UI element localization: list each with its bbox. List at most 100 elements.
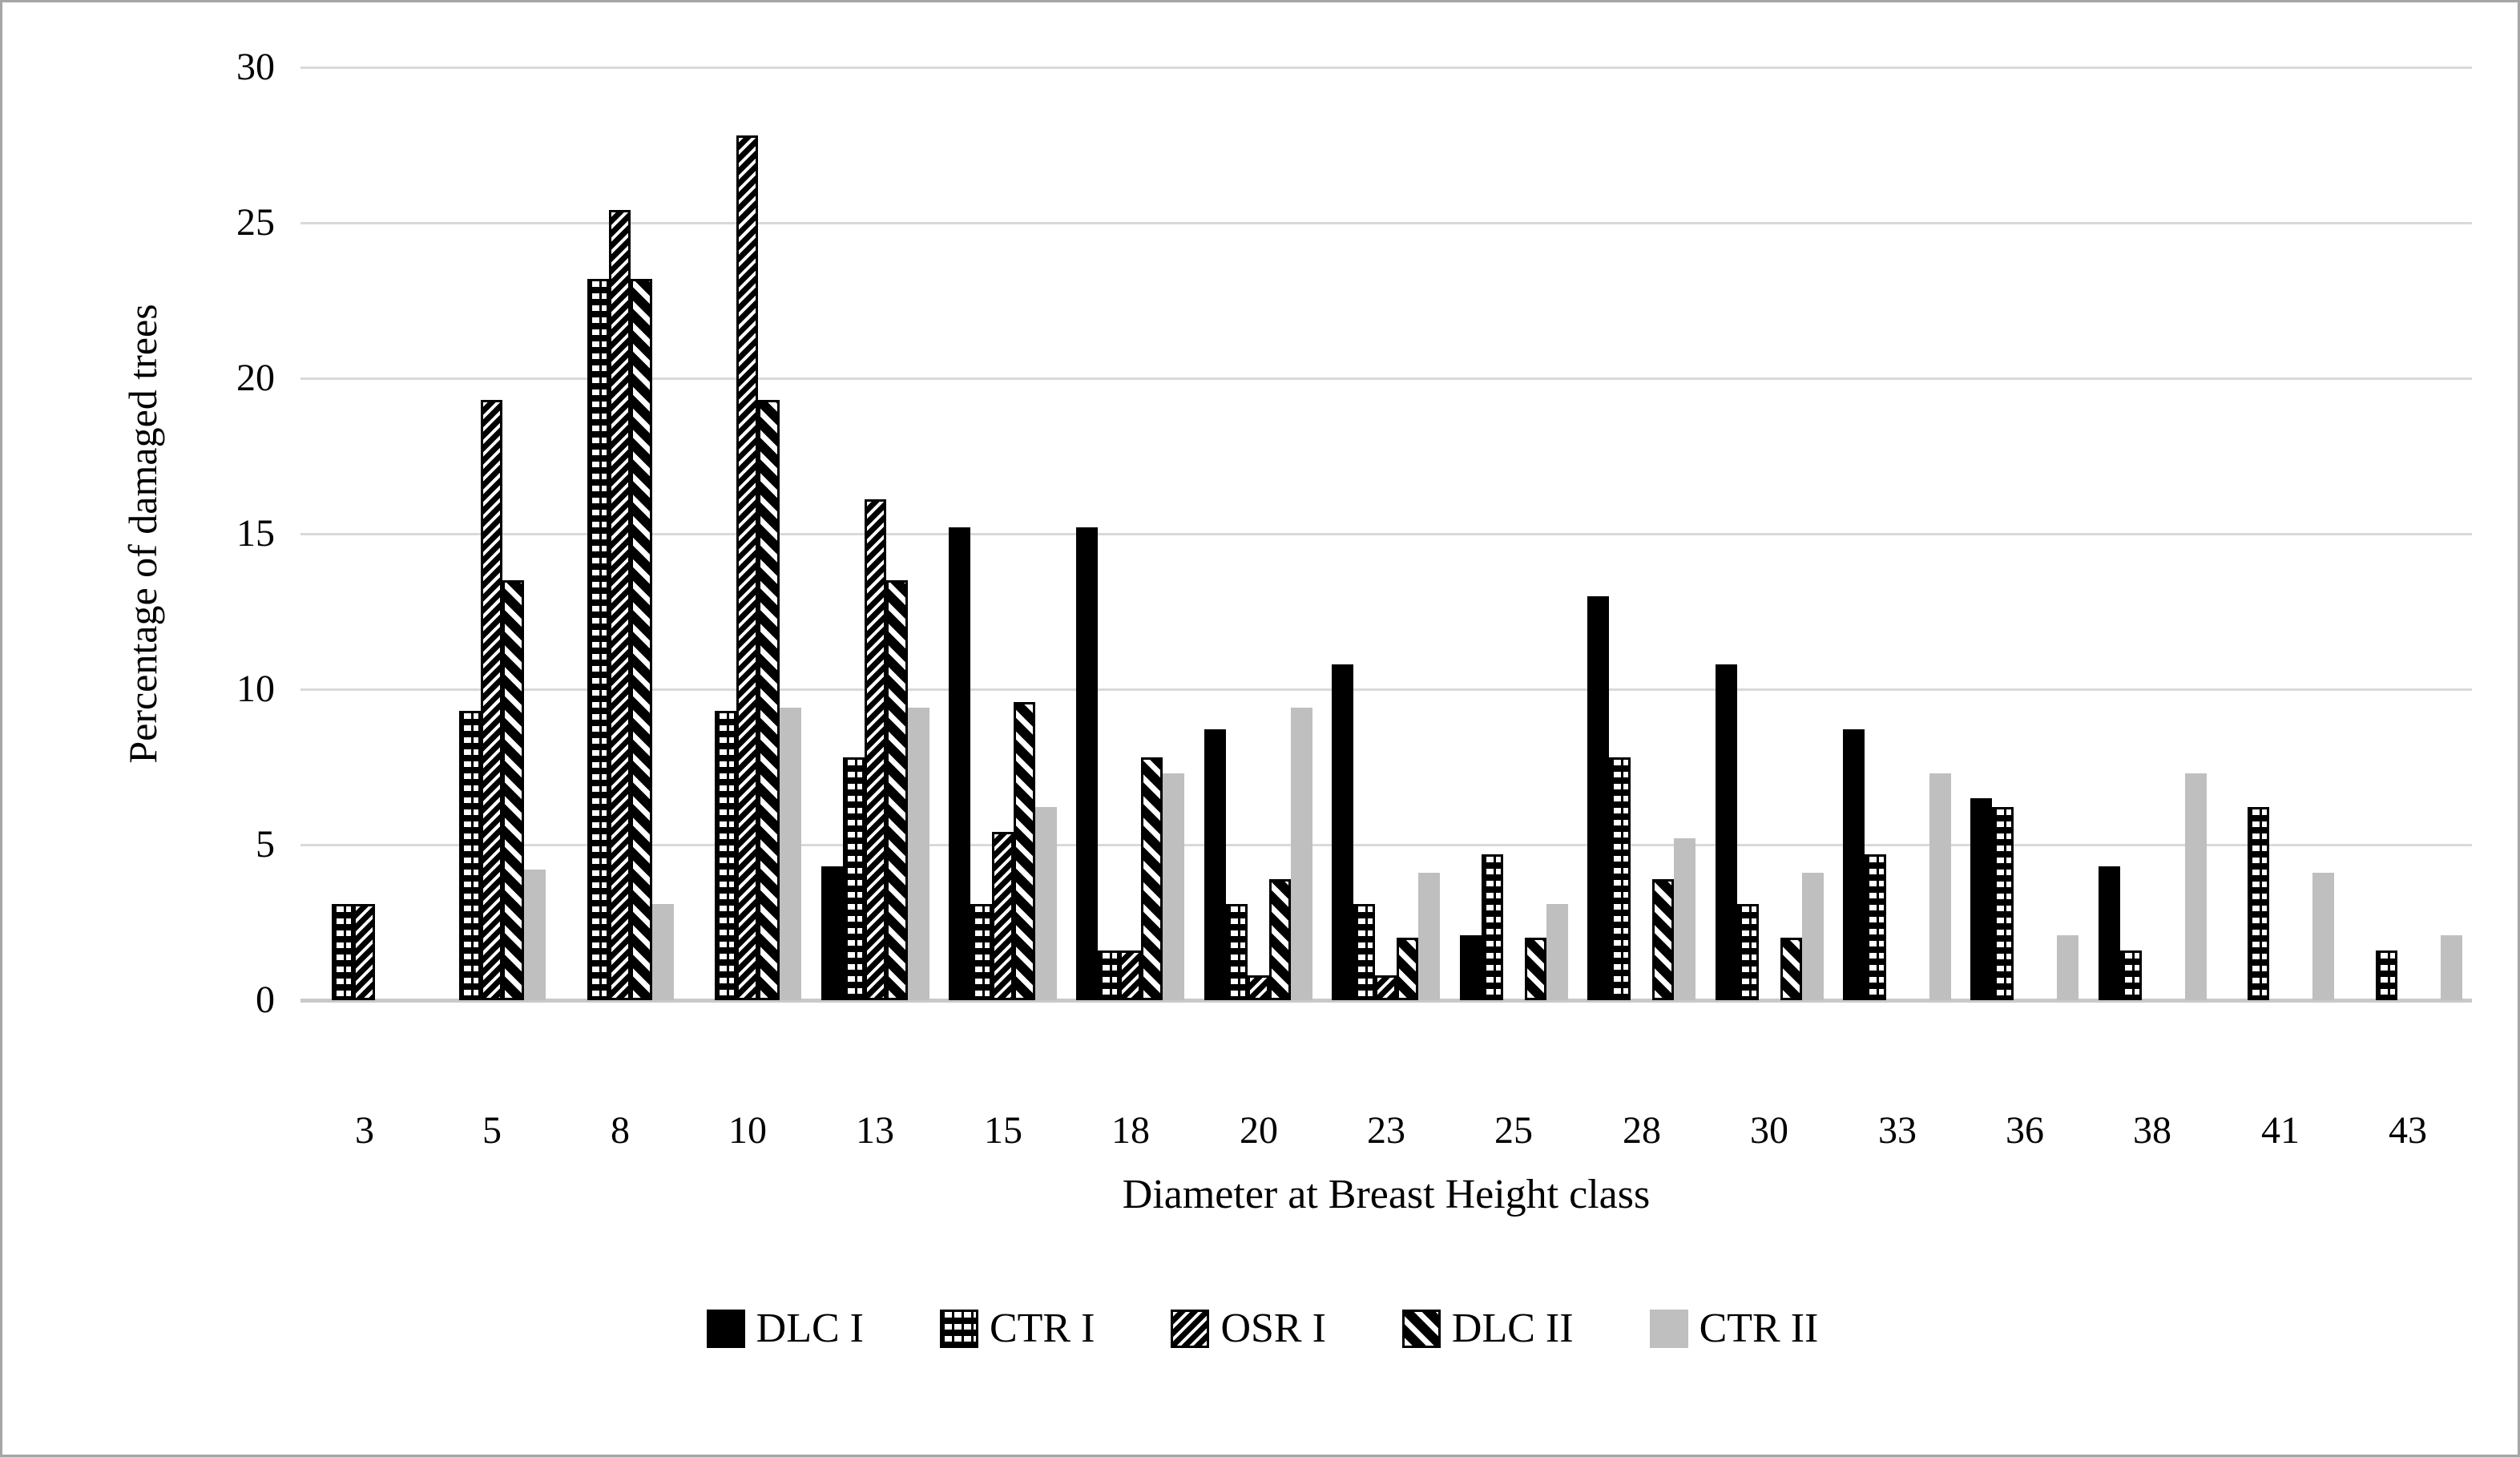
x-axis-line: [300, 999, 2472, 1003]
bar-ctr-i-41: [2248, 807, 2269, 1000]
legend-label: OSR I: [1220, 1306, 1326, 1351]
bar-osr-i-13: [865, 499, 886, 1000]
bar-ctr-i-36: [1992, 807, 2014, 1000]
x-tick-label-20: 20: [1240, 1109, 1278, 1152]
bar-ctr-i-13: [843, 757, 865, 1000]
fine-diagonal-pattern-swatch-icon: [1171, 1309, 1210, 1348]
bar-ctr-i-28: [1609, 757, 1631, 1000]
plot-area: [300, 67, 2472, 1003]
gridline: [300, 533, 2472, 535]
bar-group-30: [1706, 67, 1833, 1000]
x-tick-label-5: 5: [482, 1109, 502, 1152]
x-tick-label-10: 10: [728, 1109, 767, 1152]
x-tick-label-25: 25: [1494, 1109, 1533, 1152]
bar-dlc-i-25: [1460, 935, 1482, 1000]
brick-pattern-swatch-icon: [939, 1309, 978, 1348]
bar-dlc-i-36: [1970, 798, 1992, 1000]
gridline: [300, 688, 2472, 691]
bar-group-15: [939, 67, 1066, 1000]
x-tick-label-15: 15: [984, 1109, 1022, 1152]
bar-dlc-ii-18: [1141, 757, 1163, 1000]
bar-dlc-ii-5: [502, 580, 524, 1000]
bar-ctr-i-38: [2120, 950, 2142, 1000]
chart-legend: DLC I CTR I OSR I DLC II CTR II: [2, 1305, 2518, 1352]
x-tick-label-8: 8: [611, 1109, 630, 1152]
bar-group-36: [1961, 67, 2088, 1000]
gridline: [300, 377, 2472, 380]
legend-item-osr-i: OSR I: [1171, 1305, 1326, 1352]
gridline: [300, 222, 2472, 224]
bar-osr-i-15: [992, 832, 1014, 1000]
bar-dlc-ii-25: [1525, 938, 1546, 1000]
bar-dlc-i-15: [949, 527, 970, 1000]
x-tick-label-3: 3: [355, 1109, 374, 1152]
legend-label: DLC I: [756, 1306, 864, 1351]
bar-ctr-i-33: [1865, 854, 1886, 1000]
bar-dlc-i-30: [1716, 664, 1737, 1000]
bar-dlc-i-28: [1587, 596, 1609, 1000]
bar-ctr-i-5: [459, 711, 481, 1000]
y-tick-label: 10: [236, 668, 275, 710]
x-tick-label-41: 41: [2261, 1109, 2300, 1152]
bar-group-18: [1066, 67, 1194, 1000]
gridline: [300, 844, 2472, 846]
bar-group-41: [2216, 67, 2344, 1000]
bar-group-25: [1450, 67, 1578, 1000]
bar-ctr-i-23: [1353, 904, 1375, 1000]
bar-group-23: [1322, 67, 1450, 1000]
bar-ctr-i-15: [970, 904, 992, 1000]
x-tick-label-43: 43: [2389, 1109, 2427, 1152]
y-tick-label: 5: [256, 823, 275, 866]
x-tick-label-18: 18: [1111, 1109, 1150, 1152]
solid-gray-swatch-icon: [1649, 1309, 1688, 1348]
bar-dlc-ii-28: [1652, 879, 1674, 1000]
bar-ctr-i-20: [1226, 904, 1248, 1000]
bar-ctr-i-18: [1098, 950, 1119, 1000]
legend-label: CTR II: [1699, 1306, 1819, 1351]
bar-dlc-i-13: [821, 866, 843, 1000]
bar-group-20: [1195, 67, 1322, 1000]
bar-dlc-i-33: [1843, 729, 1865, 1000]
bar-ctr-i-25: [1482, 854, 1503, 1000]
y-tick-label: 15: [236, 512, 275, 555]
bar-osr-i-20: [1248, 975, 1269, 1000]
bar-ctr-i-10: [715, 711, 736, 1000]
bar-group-8: [556, 67, 683, 1000]
bar-ctr-ii-20: [1291, 708, 1312, 1000]
bar-dlc-ii-8: [631, 279, 652, 1000]
bar-dlc-ii-20: [1269, 879, 1291, 1000]
bar-ctr-ii-23: [1418, 873, 1440, 1000]
y-tick-label: 20: [236, 357, 275, 399]
bar-osr-i-18: [1119, 950, 1141, 1000]
bar-ctr-ii-36: [2057, 935, 2078, 1000]
bar-dlc-ii-13: [886, 580, 908, 1000]
bar-dlc-i-23: [1332, 664, 1353, 1000]
bar-ctr-ii-15: [1035, 807, 1057, 1000]
bar-ctr-i-43: [2376, 950, 2397, 1000]
x-tick-label-38: 38: [2133, 1109, 2171, 1152]
x-tick-label-23: 23: [1367, 1109, 1405, 1152]
bar-osr-i-8: [609, 210, 631, 1000]
bar-group-3: [300, 67, 428, 1000]
bar-ctr-i-3: [332, 904, 353, 1000]
bar-ctr-ii-30: [1802, 873, 1824, 1000]
gridline: [300, 67, 2472, 69]
bar-dlc-i-20: [1204, 729, 1226, 1000]
y-tick-label: 25: [236, 201, 275, 244]
solid-black-swatch-icon: [706, 1309, 745, 1348]
bar-dlc-i-18: [1076, 527, 1098, 1000]
bar-ctr-ii-8: [652, 904, 674, 1000]
bar-osr-i-5: [481, 400, 502, 1000]
legend-item-dlc-i: DLC I: [706, 1305, 864, 1352]
x-tick-label-33: 33: [1878, 1109, 1917, 1152]
bar-osr-i-10: [736, 135, 758, 1000]
bar-ctr-ii-41: [2312, 873, 2334, 1000]
bar-group-38: [2089, 67, 2216, 1000]
bar-group-28: [1578, 67, 1705, 1000]
y-tick-label: 30: [236, 46, 275, 88]
x-tick-label-13: 13: [856, 1109, 894, 1152]
bar-ctr-ii-28: [1674, 838, 1695, 1000]
bar-osr-i-23: [1375, 975, 1397, 1000]
legend-label: CTR I: [989, 1306, 1095, 1351]
